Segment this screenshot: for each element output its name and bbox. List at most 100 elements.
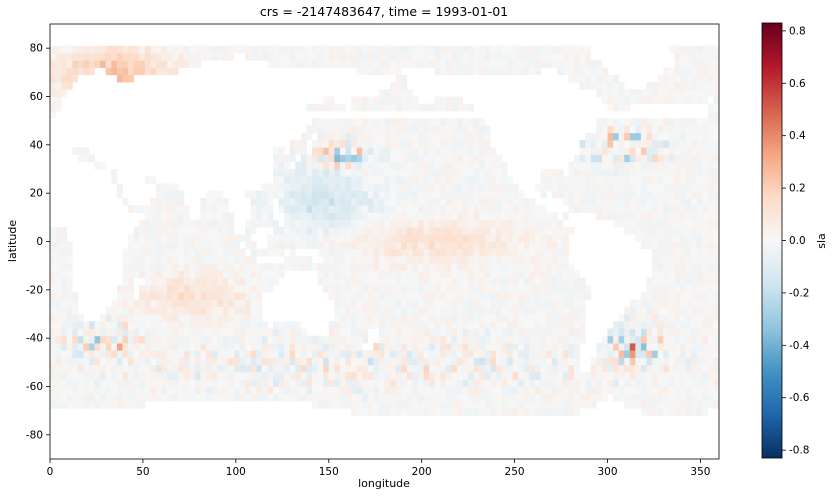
sla-cell: [128, 241, 135, 250]
sla-cell: [167, 198, 174, 206]
sla-cell: [624, 314, 631, 322]
sla-cell: [300, 328, 307, 337]
sla-cell: [362, 285, 369, 293]
sla-cell: [562, 306, 569, 315]
sla-cell: [696, 306, 703, 315]
sla-cell: [562, 357, 569, 366]
sla-cell: [440, 306, 447, 315]
sla-cell: [412, 219, 419, 228]
sla-cell: [300, 154, 307, 163]
sla-cell: [456, 263, 463, 271]
sla-cell: [323, 372, 330, 380]
sla-cell: [222, 393, 229, 402]
sla-cell: [133, 328, 140, 337]
sla-cell: [551, 248, 558, 257]
sla-cell: [512, 306, 519, 315]
sla-cell: [116, 299, 123, 308]
sla-cell: [206, 299, 213, 308]
sla-cell: [473, 401, 480, 409]
sla-cell: [328, 364, 335, 373]
sla-cell: [674, 125, 681, 134]
sla-cell: [657, 169, 664, 177]
sla-cell: [613, 96, 620, 105]
sla-cell: [456, 140, 463, 148]
sla-cell: [395, 125, 402, 134]
sla-cell: [401, 357, 408, 366]
sla-cell: [496, 154, 502, 163]
sla-cell: [172, 299, 179, 308]
sla-cell: [456, 335, 463, 344]
sla-cell: [618, 364, 625, 373]
sla-cell: [523, 277, 530, 286]
sla-cell: [702, 386, 709, 395]
sla-cell: [194, 321, 201, 329]
sla-cell: [429, 45, 436, 54]
sla-cell: [440, 154, 447, 163]
sla-cell: [507, 241, 514, 250]
sla-cell: [468, 393, 475, 402]
sla-cell: [150, 292, 157, 300]
sla-cell: [663, 292, 670, 300]
sla-cell: [691, 401, 698, 409]
sla-cell: [144, 53, 151, 61]
sla-cell: [328, 96, 335, 105]
sla-cell: [111, 169, 118, 177]
sla-cell: [300, 335, 307, 344]
sla-cell: [278, 393, 285, 402]
sla-cell: [696, 379, 703, 387]
sla-cell: [417, 314, 424, 322]
sla-cell: [261, 343, 268, 351]
sla-cell: [250, 343, 257, 351]
sla-cell: [378, 270, 385, 279]
sla-cell: [401, 277, 408, 286]
sla-cell: [295, 256, 302, 264]
sla-cell: [139, 53, 146, 61]
sla-cell: [568, 277, 575, 286]
sla-cell: [217, 314, 224, 322]
sla-cell: [345, 212, 352, 221]
sla-cell: [261, 335, 268, 344]
sla-cell: [646, 190, 653, 199]
sla-cell: [55, 299, 62, 308]
sla-cell: [362, 299, 369, 308]
sla-cell: [278, 198, 285, 206]
sla-cell: [635, 321, 642, 329]
sla-cell: [367, 161, 374, 170]
sla-cell: [535, 53, 541, 61]
sla-cell: [406, 292, 413, 300]
sla-cell: [490, 343, 497, 351]
sla-cell: [384, 270, 391, 279]
sla-cell: [183, 350, 190, 358]
sla-cell: [702, 314, 709, 322]
sla-cell: [172, 335, 179, 344]
sla-cell: [679, 118, 686, 126]
sla-cell: [401, 379, 408, 387]
sla-cell: [306, 53, 313, 61]
sla-cell: [629, 169, 636, 177]
sla-cell: [172, 314, 179, 322]
sla-cell: [473, 125, 480, 134]
sla-cell: [211, 53, 218, 61]
sla-cell: [456, 393, 463, 402]
sla-cell: [72, 74, 79, 83]
sla-cell: [674, 241, 681, 250]
sla-cell: [691, 241, 698, 250]
sla-cell: [613, 379, 620, 387]
sla-cell: [551, 401, 558, 409]
sla-cell: [194, 335, 201, 344]
sla-cell: [139, 379, 146, 387]
sla-cell: [345, 227, 352, 235]
sla-cell: [378, 96, 385, 105]
x-tick-label: 200: [412, 466, 432, 478]
sla-cell: [445, 103, 452, 112]
sla-cell: [390, 53, 397, 61]
sla-cell: [462, 335, 469, 344]
sla-cell: [685, 125, 692, 134]
sla-cell: [607, 198, 614, 206]
sla-cell: [496, 212, 502, 221]
sla-cell: [663, 306, 670, 315]
sla-cell: [323, 161, 330, 170]
sla-cell: [128, 357, 135, 366]
sla-cell: [685, 386, 692, 395]
sla-cell: [328, 60, 335, 68]
